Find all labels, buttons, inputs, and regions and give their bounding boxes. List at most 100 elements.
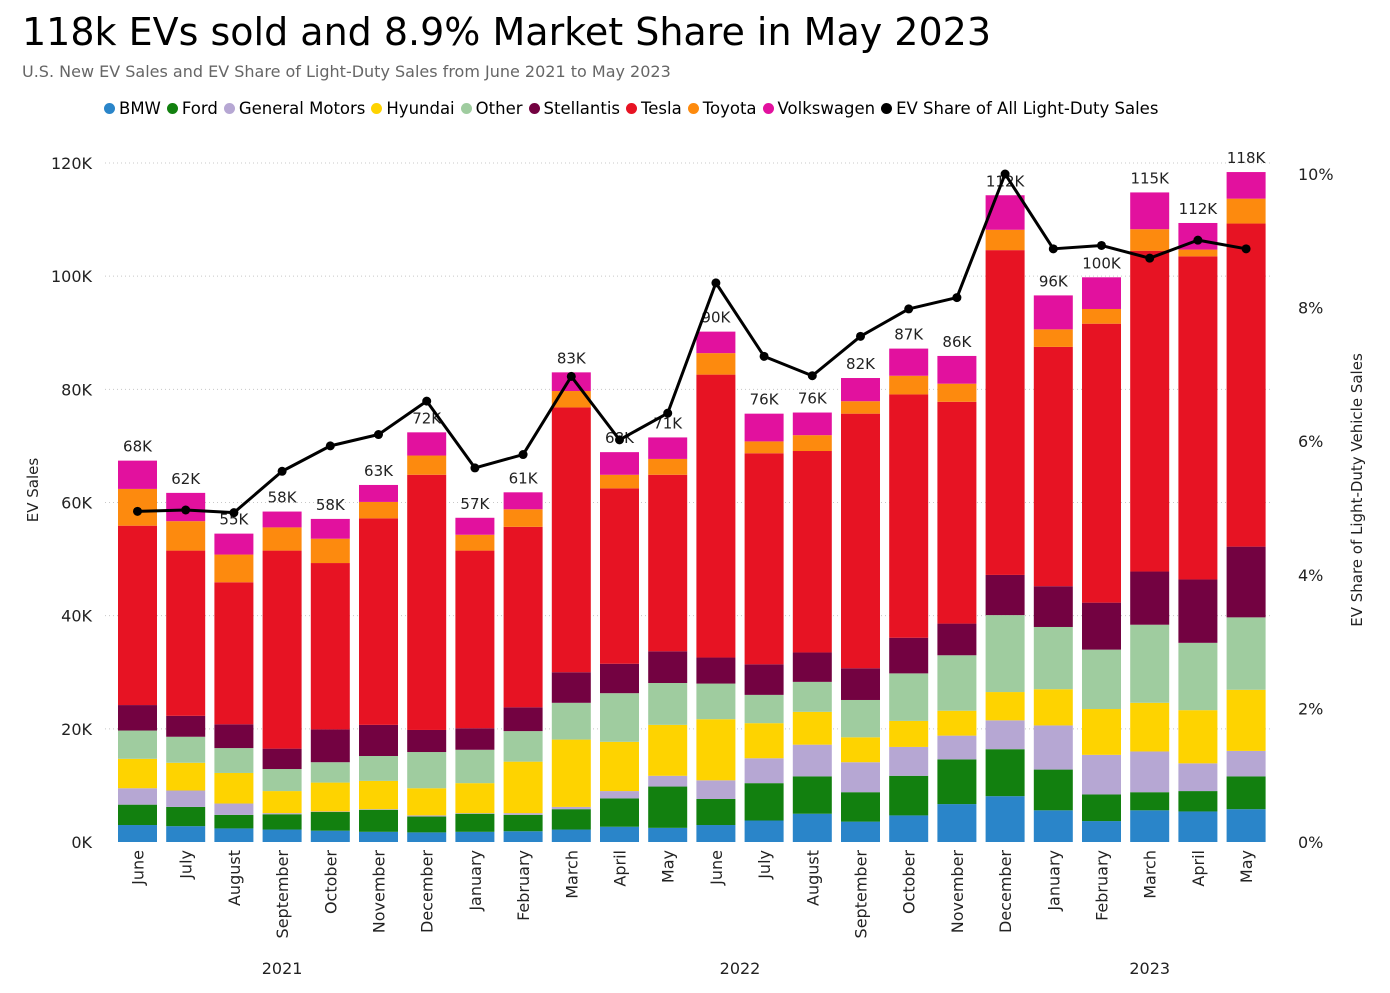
bar-segment-toyota[interactable]: [1033, 329, 1073, 347]
bar-segment-general-motors[interactable]: [937, 735, 977, 760]
bar-segment-ford[interactable]: [937, 759, 977, 805]
bar-segment-stellantis[interactable]: [744, 664, 784, 695]
bar-segment-tesla[interactable]: [503, 526, 543, 708]
bar-segment-stellantis[interactable]: [1226, 546, 1266, 618]
bar-segment-tesla[interactable]: [310, 563, 350, 730]
bar-segment-toyota[interactable]: [600, 474, 639, 489]
bar-segment-hyundai[interactable]: [841, 737, 880, 763]
share-point[interactable]: [181, 505, 191, 515]
bar-segment-other[interactable]: [1226, 617, 1266, 690]
bar-segment-toyota[interactable]: [551, 391, 591, 408]
bar-segment-volkswagen[interactable]: [744, 413, 784, 442]
bar-segment-volkswagen[interactable]: [937, 355, 977, 384]
bar-segment-volkswagen[interactable]: [214, 533, 254, 555]
bar-segment-other[interactable]: [1082, 649, 1121, 710]
bar-segment-toyota[interactable]: [166, 521, 206, 551]
bar-segment-toyota[interactable]: [262, 527, 302, 551]
bar-segment-volkswagen[interactable]: [985, 195, 1025, 230]
bar-segment-tesla[interactable]: [551, 407, 591, 673]
bar-segment-general-motors[interactable]: [359, 809, 398, 810]
bar-segment-tesla[interactable]: [1130, 250, 1170, 572]
share-point[interactable]: [711, 278, 721, 288]
bar-segment-toyota[interactable]: [1226, 198, 1266, 224]
bar-segment-stellantis[interactable]: [1082, 602, 1121, 650]
bar-segment-hyundai[interactable]: [985, 692, 1025, 721]
bar-segment-tesla[interactable]: [1226, 223, 1266, 547]
bar-segment-ford[interactable]: [1082, 794, 1121, 822]
bar-segment-ford[interactable]: [696, 798, 736, 826]
bar-segment-volkswagen[interactable]: [696, 331, 736, 354]
bar-segment-hyundai[interactable]: [1130, 702, 1170, 752]
bar-segment-toyota[interactable]: [648, 458, 688, 475]
bar-segment-hyundai[interactable]: [792, 711, 832, 745]
share-point[interactable]: [1193, 235, 1203, 245]
bar-segment-bmw[interactable]: [262, 829, 302, 842]
legend-item-bmw[interactable]: BMW: [104, 99, 161, 118]
bar-segment-ford[interactable]: [1130, 792, 1170, 811]
legend-item-hyundai[interactable]: Hyundai: [371, 99, 455, 118]
share-point[interactable]: [1241, 244, 1251, 254]
bar-segment-hyundai[interactable]: [214, 772, 254, 804]
bar-segment-toyota[interactable]: [359, 501, 398, 519]
bar-segment-general-motors[interactable]: [1130, 751, 1170, 793]
share-point[interactable]: [325, 441, 335, 451]
bar-segment-stellantis[interactable]: [166, 715, 206, 737]
bar-segment-bmw[interactable]: [407, 832, 447, 842]
bar-segment-other[interactable]: [455, 749, 495, 784]
bar-segment-bmw[interactable]: [503, 831, 543, 842]
bar-segment-general-motors[interactable]: [600, 791, 639, 799]
bar-segment-general-motors[interactable]: [1082, 754, 1121, 795]
bar-segment-other[interactable]: [1178, 642, 1218, 711]
bar-segment-stellantis[interactable]: [1130, 571, 1170, 625]
bar-segment-ford[interactable]: [551, 809, 591, 830]
bar-segment-bmw[interactable]: [455, 831, 495, 842]
bar-segment-volkswagen[interactable]: [310, 518, 350, 539]
bar-segment-bmw[interactable]: [1130, 810, 1170, 842]
bar-segment-volkswagen[interactable]: [455, 517, 495, 535]
bar-segment-general-motors[interactable]: [455, 813, 495, 814]
bar-segment-tesla[interactable]: [1178, 256, 1218, 580]
bar-segment-toyota[interactable]: [1178, 249, 1218, 257]
bar-segment-hyundai[interactable]: [1033, 689, 1073, 726]
bar-segment-ford[interactable]: [1226, 776, 1266, 810]
bar-segment-general-motors[interactable]: [118, 788, 157, 805]
bar-segment-tesla[interactable]: [1082, 323, 1121, 603]
bar-segment-other[interactable]: [696, 683, 736, 720]
bar-segment-hyundai[interactable]: [551, 739, 591, 807]
bar-segment-volkswagen[interactable]: [600, 452, 639, 475]
bar-segment-tesla[interactable]: [118, 525, 157, 706]
bar-segment-other[interactable]: [262, 769, 302, 792]
bar-segment-other[interactable]: [792, 681, 832, 712]
bar-segment-other[interactable]: [359, 755, 398, 781]
bar-segment-hyundai[interactable]: [1082, 709, 1121, 755]
bar-segment-other[interactable]: [310, 762, 350, 783]
bar-segment-other[interactable]: [214, 748, 254, 773]
share-point[interactable]: [759, 351, 769, 361]
bar-segment-volkswagen[interactable]: [841, 378, 880, 402]
legend-item-ford[interactable]: Ford: [166, 99, 218, 118]
bar-segment-hyundai[interactable]: [937, 710, 977, 736]
bar-segment-ford[interactable]: [1033, 769, 1073, 811]
bar-segment-toyota[interactable]: [696, 353, 736, 375]
bar-segment-bmw[interactable]: [1033, 810, 1073, 842]
bar-segment-ford[interactable]: [985, 749, 1025, 797]
bar-segment-ford[interactable]: [792, 776, 832, 814]
bar-segment-volkswagen[interactable]: [1082, 277, 1121, 309]
bar-segment-tesla[interactable]: [1033, 346, 1073, 587]
bar-segment-stellantis[interactable]: [214, 724, 254, 749]
bar-segment-tesla[interactable]: [792, 451, 832, 653]
bar-segment-stellantis[interactable]: [1033, 586, 1073, 627]
bar-segment-volkswagen[interactable]: [1226, 172, 1266, 199]
bar-segment-tesla[interactable]: [407, 474, 447, 730]
bar-segment-hyundai[interactable]: [648, 724, 688, 776]
bar-segment-hyundai[interactable]: [455, 783, 495, 814]
share-point[interactable]: [566, 371, 576, 381]
bar-segment-volkswagen[interactable]: [889, 348, 929, 376]
share-point[interactable]: [422, 396, 432, 406]
bar-segment-tesla[interactable]: [985, 250, 1025, 575]
bar-segment-toyota[interactable]: [985, 229, 1025, 251]
bar-segment-other[interactable]: [889, 673, 929, 721]
bar-segment-tesla[interactable]: [455, 550, 495, 729]
bar-segment-ford[interactable]: [214, 814, 254, 829]
bar-segment-ford[interactable]: [310, 812, 350, 831]
